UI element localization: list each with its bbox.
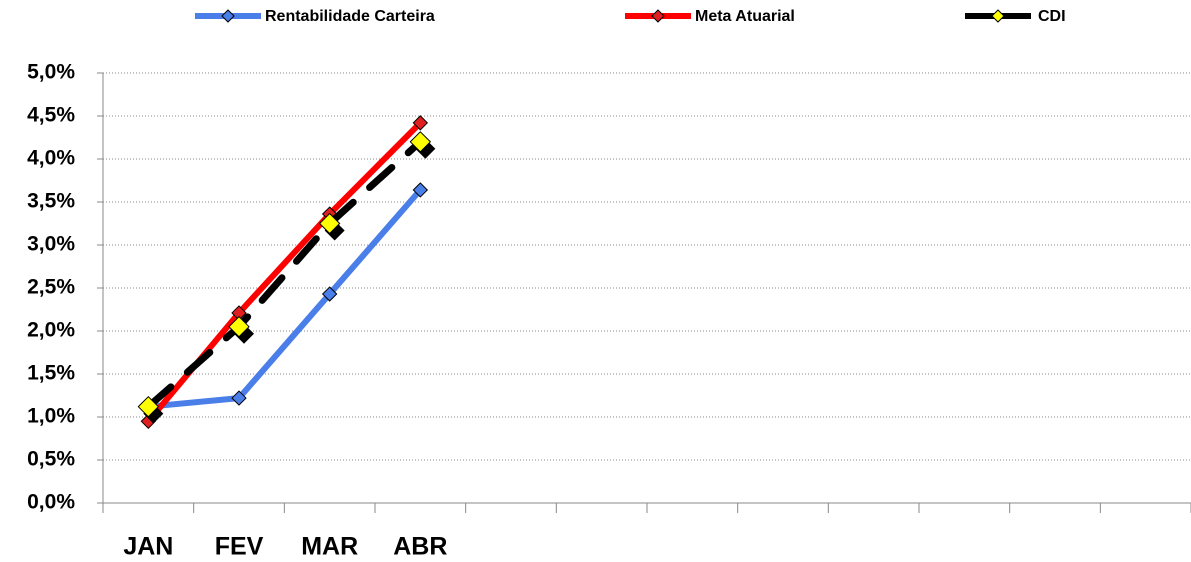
legend-marker xyxy=(991,9,1005,23)
y-tick-label: 3,0% xyxy=(27,233,75,256)
y-tick-label: 0,0% xyxy=(27,491,75,514)
legend-marker xyxy=(221,9,235,23)
legend-label: CDI xyxy=(1038,8,1066,25)
x-tick-label: FEV xyxy=(215,533,264,561)
series-line xyxy=(145,119,424,425)
marker xyxy=(231,390,247,406)
y-tick-label: 3,5% xyxy=(27,190,75,213)
marker xyxy=(409,131,432,153)
y-tick-label: 2,5% xyxy=(27,276,75,299)
series-line xyxy=(145,186,424,410)
x-tick-label: JAN xyxy=(123,533,173,561)
y-tick-label: 5,0% xyxy=(27,61,75,84)
legend-label: Rentabilidade Carteira xyxy=(265,8,435,25)
x-tick-label: MAR xyxy=(301,533,358,561)
y-tick-label: 1,5% xyxy=(27,362,75,385)
marker xyxy=(318,212,341,235)
y-tick-label: 0,5% xyxy=(27,448,75,471)
x-tick-label: ABR xyxy=(393,533,447,561)
marker xyxy=(228,315,250,338)
marker xyxy=(412,182,429,198)
series-line xyxy=(144,138,424,411)
marker xyxy=(412,115,429,131)
legend-marker xyxy=(651,9,665,23)
marker xyxy=(137,395,160,418)
y-tick-label: 4,5% xyxy=(27,104,75,127)
marker xyxy=(321,286,338,302)
y-tick-label: 2,0% xyxy=(27,319,75,342)
legend-label: Meta Atuarial xyxy=(695,8,795,25)
y-tick-label: 1,0% xyxy=(27,405,75,428)
y-tick-label: 4,0% xyxy=(27,147,75,170)
